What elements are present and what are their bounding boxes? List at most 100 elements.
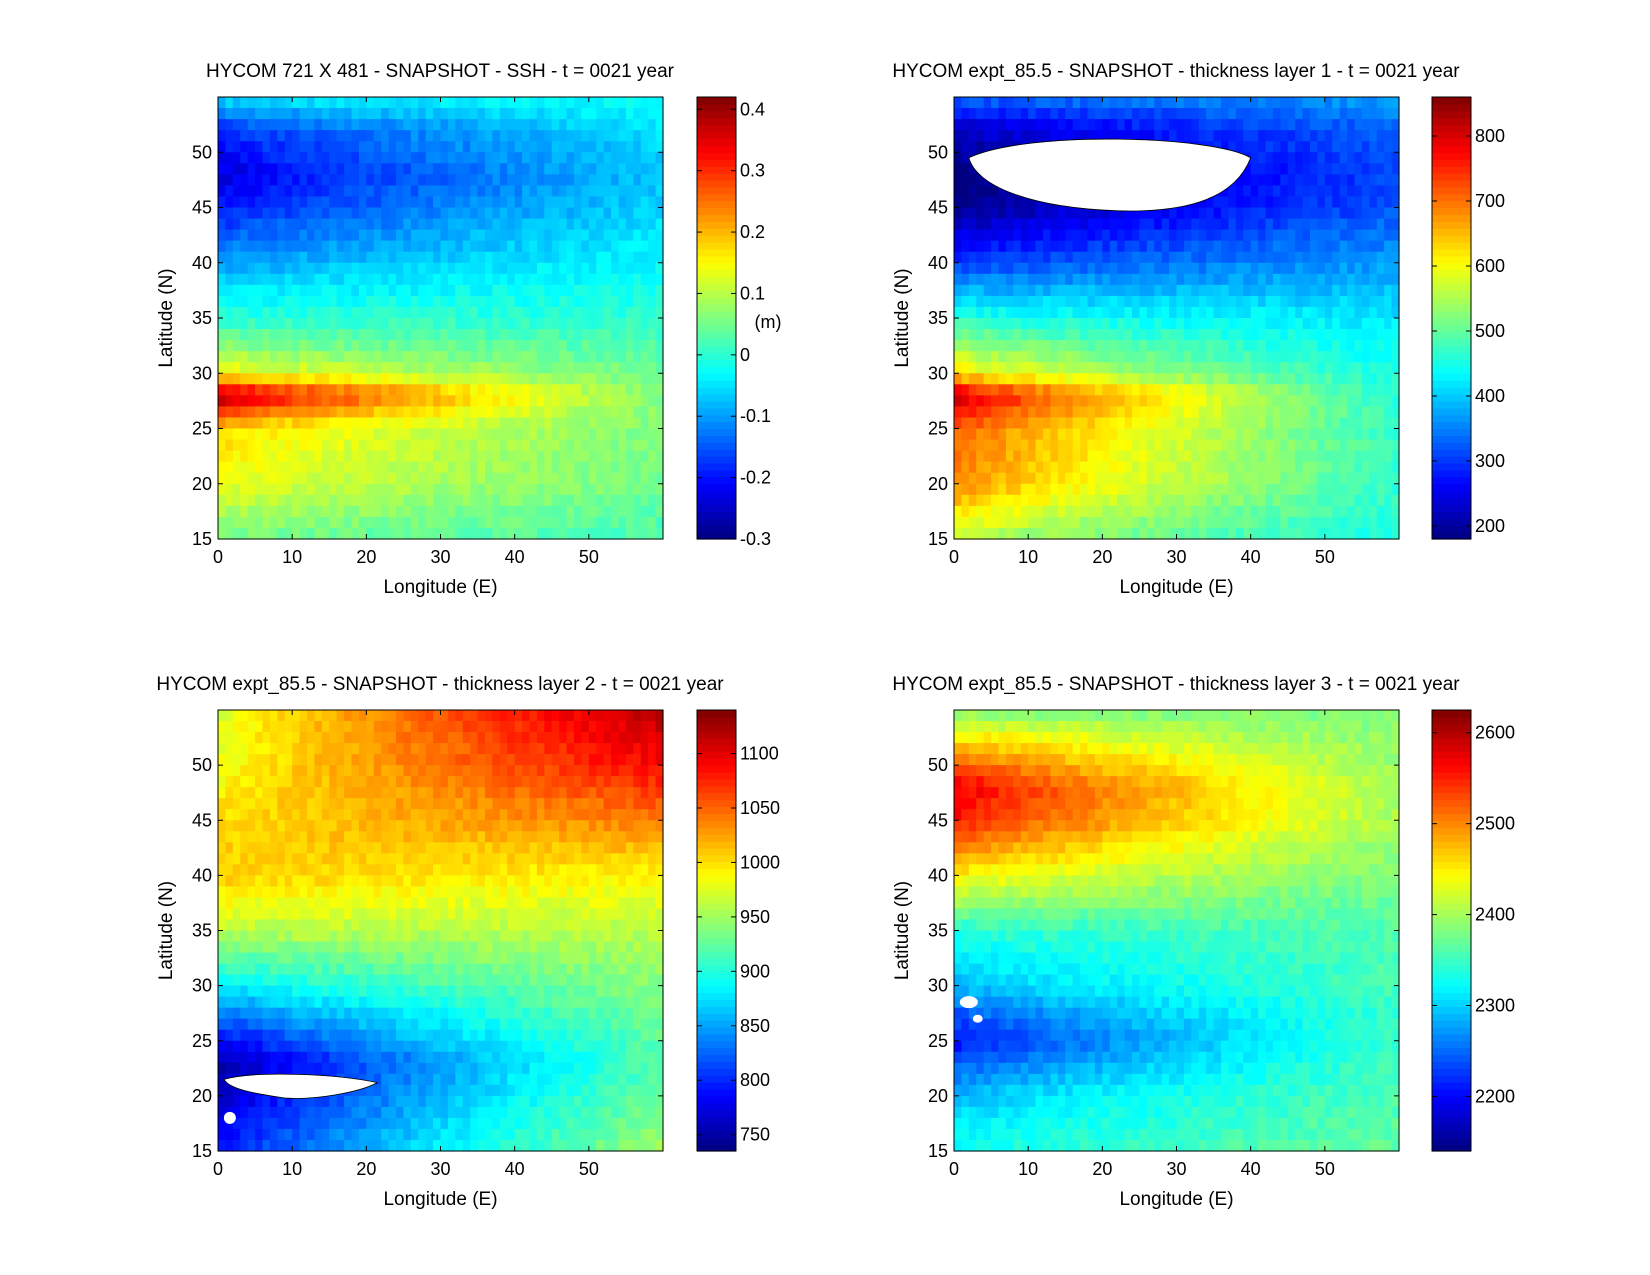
heatmap-cell	[1206, 97, 1215, 109]
heatmap-cell	[1354, 428, 1363, 441]
heatmap-cell	[648, 516, 657, 529]
heatmap-cell	[559, 295, 568, 308]
heatmap-cell	[961, 417, 970, 430]
heatmap-cell	[954, 207, 963, 220]
heatmap-cell	[440, 384, 449, 396]
heatmap-cell	[1317, 395, 1326, 407]
heatmap-cell	[1043, 395, 1052, 407]
heatmap-cell	[470, 362, 479, 374]
heatmap-cell	[1132, 329, 1141, 341]
heatmap-cell	[1191, 97, 1200, 109]
heatmap-cell	[611, 395, 620, 407]
heatmap-cell	[499, 251, 508, 264]
heatmap-cell	[611, 108, 620, 120]
heatmap-cell	[1391, 340, 1400, 352]
heatmap-cell	[544, 406, 553, 419]
heatmap-cell	[1109, 97, 1118, 109]
heatmap-cell	[1080, 229, 1089, 242]
heatmap-cell	[485, 329, 494, 341]
heatmap-cell	[1347, 174, 1356, 186]
heatmap-cell	[240, 417, 249, 430]
heatmap-cell	[1280, 483, 1289, 496]
heatmap-cell	[1035, 494, 1044, 507]
heatmap-cell	[536, 450, 545, 463]
heatmap-cell	[218, 439, 227, 452]
heatmap-cell	[292, 395, 301, 407]
heatmap-cell	[1250, 119, 1259, 131]
heatmap-cell	[284, 130, 293, 142]
heatmap-cell	[269, 329, 278, 341]
heatmap-cell	[625, 174, 634, 186]
heatmap-cell	[321, 163, 330, 175]
heatmap-cell	[1369, 163, 1378, 175]
heatmap-cell	[462, 450, 471, 463]
heatmap-cell	[1332, 207, 1341, 220]
heatmap-cell	[255, 163, 264, 175]
heatmap-cell	[1213, 97, 1222, 109]
heatmap-cell	[1347, 207, 1356, 220]
heatmap-cell	[1035, 428, 1044, 441]
x-tick-label: 50	[1315, 547, 1335, 567]
heatmap-cell	[269, 417, 278, 430]
heatmap-cell	[1213, 417, 1222, 430]
heatmap-cell	[1250, 472, 1259, 485]
heatmap-cell	[247, 483, 256, 496]
heatmap-cell	[507, 174, 516, 186]
heatmap-cell	[1013, 483, 1022, 496]
heatmap-cell	[1317, 174, 1326, 186]
heatmap-cell	[366, 340, 375, 352]
heatmap-cell	[961, 251, 970, 264]
heatmap-cell	[344, 108, 353, 120]
heatmap-cell	[1287, 428, 1296, 441]
heatmap-cell	[559, 329, 568, 341]
heatmap-cell	[1339, 406, 1348, 419]
heatmap-cell	[396, 130, 405, 142]
heatmap-cell	[499, 141, 508, 153]
heatmap-cell	[240, 318, 249, 330]
heatmap-cell	[991, 527, 1000, 540]
heatmap-cell	[499, 351, 508, 363]
heatmap-cell	[218, 351, 227, 363]
heatmap-cell	[1317, 505, 1326, 518]
heatmap-cell	[1384, 284, 1393, 297]
heatmap-cell	[507, 428, 516, 441]
heatmap-cell	[1213, 494, 1222, 507]
heatmap-cell	[1132, 472, 1141, 485]
heatmap-cell	[447, 273, 456, 286]
heatmap-cell	[1384, 472, 1393, 485]
heatmap-cell	[1206, 494, 1215, 507]
heatmap-cell	[1028, 384, 1037, 396]
heatmap-cell	[499, 516, 508, 529]
heatmap-cell	[396, 494, 405, 507]
heatmap-cell	[329, 229, 338, 242]
heatmap-cell	[998, 505, 1007, 518]
heatmap-cell	[462, 527, 471, 540]
heatmap-cell	[1154, 373, 1163, 385]
heatmap-cell	[1109, 306, 1118, 319]
heatmap-cell	[403, 373, 412, 385]
heatmap-cell	[566, 284, 575, 297]
heatmap-cell	[655, 97, 664, 109]
heatmap-cell	[566, 119, 575, 131]
heatmap-cell	[1117, 461, 1126, 474]
heatmap-cell	[277, 251, 286, 264]
heatmap-cell	[366, 130, 375, 142]
heatmap-cell	[425, 152, 434, 164]
heatmap-cell	[1384, 351, 1393, 363]
heatmap-cell	[1050, 130, 1059, 142]
heatmap-cell	[551, 373, 560, 385]
heatmap-cell	[976, 130, 985, 142]
heatmap-cell	[329, 340, 338, 352]
heatmap-cell	[618, 97, 627, 109]
heatmap-cell	[536, 483, 545, 496]
heatmap-cell	[544, 439, 553, 452]
heatmap-cell	[418, 273, 427, 286]
heatmap-cell	[307, 119, 316, 131]
heatmap-cell	[603, 284, 612, 297]
heatmap-cell	[633, 306, 642, 319]
heatmap-cell	[1317, 163, 1326, 175]
heatmap-cell	[625, 163, 634, 175]
heatmap-cell	[1235, 97, 1244, 109]
heatmap-cell	[366, 97, 375, 109]
heatmap-cell	[1035, 284, 1044, 297]
